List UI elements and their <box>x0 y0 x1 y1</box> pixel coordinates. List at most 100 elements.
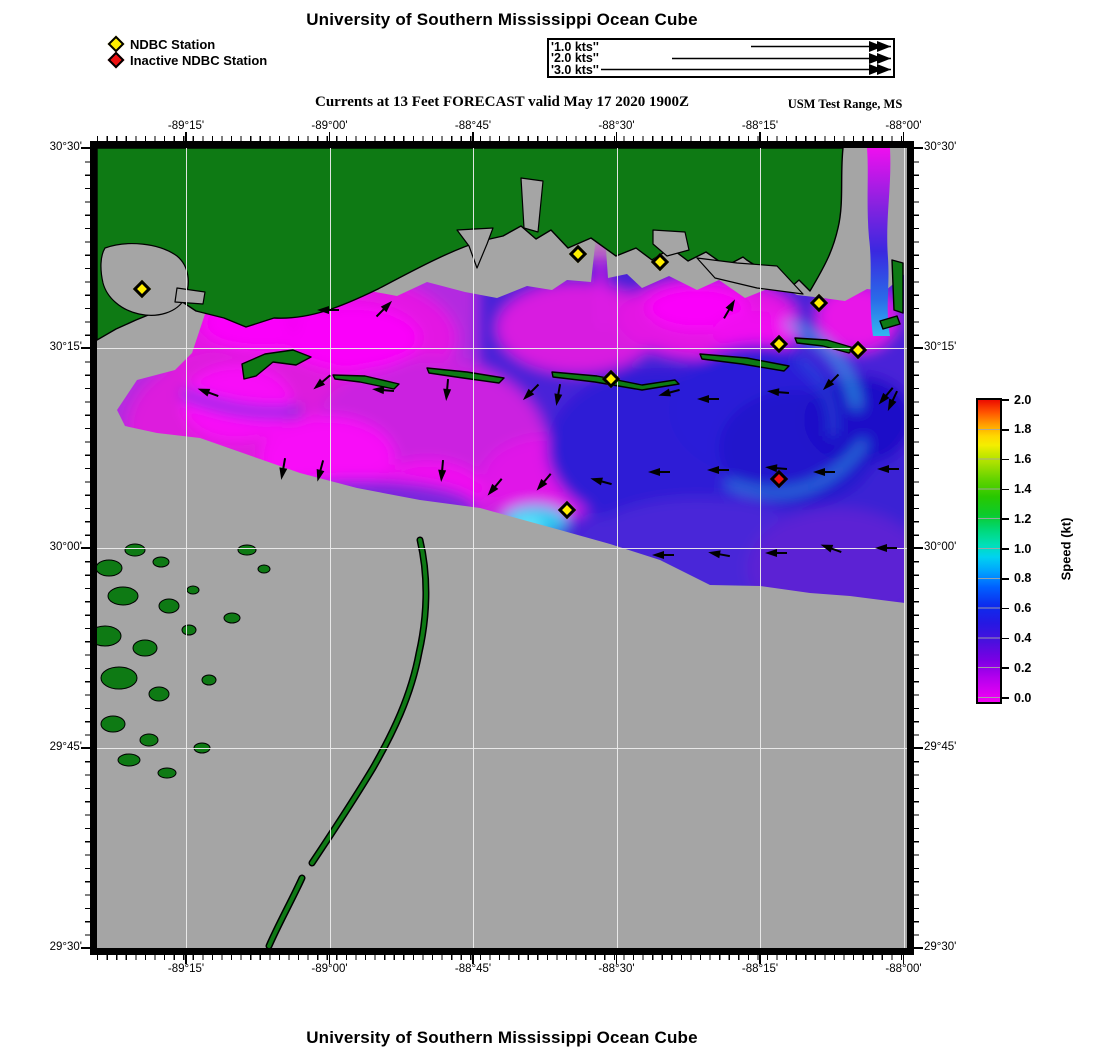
legend-item: NDBC Station <box>107 35 267 53</box>
colorbar-gridlines <box>978 400 1000 698</box>
lon-label: -89°00' <box>311 963 348 975</box>
scale-arrow-icon <box>672 52 891 64</box>
colorbar-tick-label: 0.0 <box>1014 690 1032 705</box>
lat-label: 30°15' <box>924 341 957 353</box>
chandeleur-islands <box>265 536 430 948</box>
tick-major <box>914 747 923 749</box>
lon-label: -88°45' <box>454 120 492 132</box>
tick-major <box>472 132 474 141</box>
tick-major <box>185 955 187 964</box>
tick-major <box>328 132 331 141</box>
colorbar-tick-label: 1.2 <box>1014 511 1032 526</box>
colorbar-title: Speed (kt) <box>1058 517 1074 581</box>
tick-major <box>185 132 187 141</box>
grid-line-h <box>97 348 907 349</box>
scale-row-label: '2.0 kts'' <box>551 51 599 66</box>
station-diamond-icon <box>107 51 125 69</box>
top-minor-ticks <box>97 136 907 141</box>
lon-label: -89°15' <box>167 963 205 975</box>
colorbar-tick-label: 0.8 <box>1014 571 1032 586</box>
scale-row: '1.0 kts'' <box>551 39 891 54</box>
arrow-tail <box>659 471 670 473</box>
tick-major <box>902 132 905 141</box>
tick-major <box>759 132 761 141</box>
colorbar-tick-label: 0.4 <box>1014 630 1032 645</box>
lon-label: -88°00' <box>885 120 922 132</box>
lat-label: 30°00' <box>924 541 957 553</box>
lon-label: -88°00' <box>885 963 922 975</box>
forecast-subtitle: Currents at 13 Feet FORECAST valid May 1… <box>314 94 690 110</box>
tick-major <box>472 955 474 964</box>
tick-major <box>81 747 90 749</box>
tick-major <box>615 132 618 141</box>
arrow-tail <box>328 309 339 311</box>
bottom-minor-ticks <box>97 955 907 960</box>
tick-major <box>615 955 618 964</box>
lon-label: -88°15' <box>741 120 779 132</box>
arrow-tail <box>708 398 719 400</box>
colorbar-tick <box>1002 578 1009 580</box>
tick-major <box>81 947 90 949</box>
legend-item: Inactive NDBC Station <box>107 51 267 69</box>
colorbar-tick-label: 2.0 <box>1014 392 1032 407</box>
mobile-bay-current <box>867 148 891 336</box>
tick-major <box>914 947 923 949</box>
map-frame <box>90 141 914 955</box>
page-title: University of Southern Mississippi Ocean… <box>306 10 698 29</box>
scale-arrow-icon <box>601 64 891 76</box>
colorbar-tick <box>1002 488 1009 491</box>
arrow-head-icon <box>437 469 447 483</box>
grid-line-h <box>97 548 907 549</box>
tick-major <box>81 147 90 149</box>
velocity-scale-box: '1.0 kts'' '2.0 kts'' '3.0 kts'' <box>547 38 895 78</box>
speed-colorbar: Speed (kt) 2.0 1.8 1.6 1.4 1.2 1.0 0.8 0.6 0.4 0.… <box>960 388 1100 722</box>
station-legend: NDBC Station Inactive NDBC Station <box>107 35 267 69</box>
lon-label: -88°45' <box>454 963 492 975</box>
lat-label: 30°00' <box>49 541 82 553</box>
colorbar-tick-label: 1.6 <box>1014 452 1032 467</box>
tick-major <box>914 347 923 349</box>
scale-row-label: '1.0 kts'' <box>551 39 599 54</box>
colorbar-tick <box>1002 607 1009 610</box>
arrow-tail <box>718 469 729 471</box>
lat-label: 30°30' <box>924 141 957 153</box>
tick-major <box>759 955 761 964</box>
footer-title: University of Southern Mississippi Ocean… <box>306 1028 698 1047</box>
colorbar-tick <box>1002 429 1009 431</box>
tick-major <box>914 147 923 149</box>
legend-item-label: NDBC Station <box>130 36 216 52</box>
map-area <box>97 148 907 948</box>
colorbar-tick-label: 1.8 <box>1014 422 1032 437</box>
arrow-head-icon <box>442 388 452 402</box>
tick-major <box>328 955 331 964</box>
colorbar-tick <box>1002 518 1009 520</box>
colorbar-tick-label: 0.2 <box>1014 660 1032 675</box>
lat-label: 29°45' <box>49 741 82 753</box>
lat-label: 29°45' <box>924 741 957 753</box>
arrow-tail <box>824 471 835 473</box>
tick-major <box>902 955 905 964</box>
scale-row: '3.0 kts'' <box>551 62 891 77</box>
lat-label: 30°15' <box>49 341 82 353</box>
lon-label: -88°30' <box>598 963 635 975</box>
lat-label: 30°30' <box>49 141 82 153</box>
colorbar-tick-label: 1.0 <box>1014 541 1032 556</box>
arrow-tail <box>886 547 897 549</box>
lon-label: -88°30' <box>598 120 635 132</box>
scale-arrow-icon <box>751 41 891 53</box>
lon-label: -89°00' <box>311 120 348 132</box>
tick-major <box>81 347 90 349</box>
colorbar-tick <box>1002 667 1009 669</box>
arrow-tail <box>776 552 787 554</box>
marsh-islands <box>97 543 271 779</box>
lat-label: 29°30' <box>924 941 957 953</box>
colorbar-tick <box>1002 399 1009 401</box>
station-diamond-icon <box>107 35 125 53</box>
grid-line-h <box>97 748 907 749</box>
colorbar-tick <box>1002 637 1009 640</box>
lat-label: 29°30' <box>49 941 82 953</box>
scale-row-label: '3.0 kts'' <box>551 62 599 77</box>
arrow-tail <box>663 554 674 556</box>
tick-major <box>81 547 90 549</box>
colorbar-tick-label: 0.6 <box>1014 601 1032 616</box>
